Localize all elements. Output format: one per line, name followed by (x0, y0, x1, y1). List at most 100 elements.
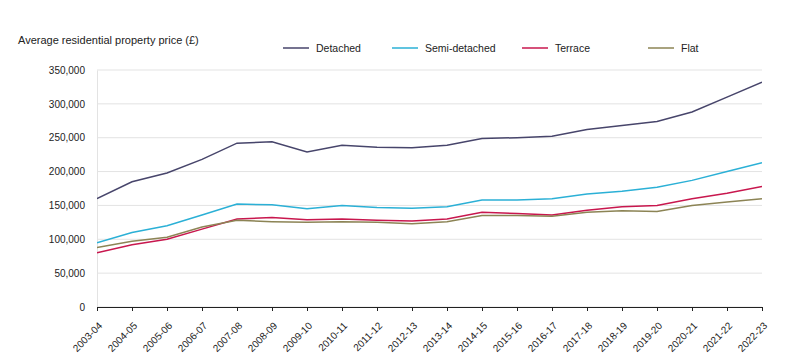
x-tick-mark (132, 307, 133, 311)
x-tick-label: 2019-20 (631, 320, 665, 354)
series-line (97, 199, 762, 248)
x-tick-label: 2005-06 (141, 320, 175, 354)
x-tick-mark (517, 307, 518, 311)
legend: Detached Semi-detached Terrace Flat (283, 42, 699, 54)
y-tick-label: 150,000 (49, 200, 86, 211)
x-tick-label: 2015-16 (491, 320, 525, 354)
x-tick-mark (97, 307, 98, 311)
x-tick-mark (237, 307, 238, 311)
x-tick-label: 2022-23 (736, 320, 770, 354)
grid-line (97, 307, 762, 308)
y-tick: 100,000 (49, 234, 97, 245)
x-tick: 2021-22 (701, 307, 735, 354)
x-tick: 2004-05 (106, 307, 140, 354)
x-tick-mark (377, 307, 378, 311)
x-tick: 2011-12 (351, 307, 385, 353)
x-tick-mark (622, 307, 623, 311)
y-axis: 0 50,000 100,000 150,000 200,000 250,000 300,0… (49, 65, 98, 313)
x-tick-mark (167, 307, 168, 311)
x-tick-label: 2009-10 (281, 320, 315, 354)
x-tick: 2010-11 (316, 307, 350, 353)
x-tick: 2012-13 (386, 307, 420, 354)
y-tick-label: 0 (79, 302, 85, 313)
x-tick-label: 2016-17 (526, 320, 560, 354)
legend-key (648, 47, 674, 49)
x-tick: 2019-20 (631, 307, 665, 354)
y-tick-label: 50,000 (54, 268, 85, 279)
x-tick-label: 2010-11 (316, 320, 350, 354)
grid-line (97, 239, 762, 240)
x-tick-label: 2008-09 (246, 320, 280, 354)
x-tick-mark (762, 307, 763, 311)
x-tick-mark (447, 307, 448, 311)
x-tick: 2006-07 (176, 307, 210, 354)
x-axis: 2003-042004-052005-062006-072007-082008-… (71, 307, 770, 354)
x-tick-label: 2007-08 (211, 320, 245, 354)
x-axis-line (98, 307, 763, 308)
x-tick-label: 2018-19 (596, 320, 630, 354)
y-tick: 200,000 (49, 166, 97, 177)
x-tick-label: 2021-22 (701, 320, 735, 354)
y-tick-label: 300,000 (49, 99, 86, 110)
x-tick: 2008-09 (246, 307, 280, 354)
x-tick-mark (482, 307, 483, 311)
grid-line (97, 273, 762, 274)
x-tick: 2016-17 (526, 307, 560, 354)
x-tick-mark (727, 307, 728, 311)
legend-label: Flat (681, 42, 699, 54)
x-tick-mark (657, 307, 658, 311)
y-tick-label: 350,000 (49, 65, 86, 76)
y-tick: 150,000 (49, 200, 97, 211)
x-tick-mark (587, 307, 588, 311)
y-tick: 50,000 (54, 268, 97, 279)
x-tick-label: 2014-15 (456, 320, 490, 354)
legend-key (392, 47, 418, 49)
legend-key (522, 47, 548, 49)
y-tick: 350,000 (49, 65, 97, 76)
x-tick: 2015-16 (491, 307, 525, 354)
chart-title: Average residential property price (£) (18, 34, 199, 46)
y-tick: 250,000 (49, 132, 97, 143)
grid (97, 70, 762, 307)
x-tick: 2017-18 (561, 307, 595, 354)
x-tick: 2003-04 (71, 307, 105, 354)
x-tick-mark (342, 307, 343, 311)
x-tick: 2018-19 (596, 307, 630, 354)
y-tick-label: 200,000 (49, 166, 86, 177)
x-tick-mark (272, 307, 273, 311)
legend-label: Semi-detached (425, 42, 496, 54)
x-tick-label: 2011-12 (351, 320, 385, 354)
x-tick: 2013-14 (421, 307, 455, 354)
y-tick-label: 100,000 (49, 234, 86, 245)
x-tick: 2007-08 (211, 307, 245, 354)
x-tick-label: 2012-13 (386, 320, 420, 354)
x-tick-mark (202, 307, 203, 311)
series-lines (97, 82, 762, 253)
series-line (97, 186, 762, 252)
grid-line (97, 171, 762, 172)
grid-line (97, 137, 762, 138)
legend-item: Semi-detached (392, 42, 496, 54)
y-axis-line (97, 71, 98, 308)
x-tick: 2014-15 (456, 307, 490, 354)
x-tick-mark (692, 307, 693, 311)
x-tick-label: 2006-07 (176, 320, 210, 354)
x-tick-label: 2017-18 (561, 320, 595, 354)
grid-line (97, 103, 762, 104)
legend-key (283, 47, 309, 49)
legend-label: Terrace (555, 42, 590, 54)
x-tick-mark (552, 307, 553, 311)
series-line (97, 82, 762, 198)
plot: 0 50,000 100,000 150,000 200,000 250,000 300,0… (49, 65, 770, 354)
x-tick-mark (307, 307, 308, 311)
legend-item: Terrace (522, 42, 590, 54)
x-tick: 2005-06 (141, 307, 175, 354)
legend-item: Flat (648, 42, 699, 54)
x-tick: 2022-23 (736, 307, 770, 354)
legend-item: Detached (283, 42, 361, 54)
y-tick: 300,000 (49, 99, 97, 110)
x-tick-label: 2013-14 (421, 320, 455, 354)
x-tick-label: 2020-21 (666, 320, 700, 354)
x-tick-mark (412, 307, 413, 311)
y-tick-label: 250,000 (49, 132, 86, 143)
